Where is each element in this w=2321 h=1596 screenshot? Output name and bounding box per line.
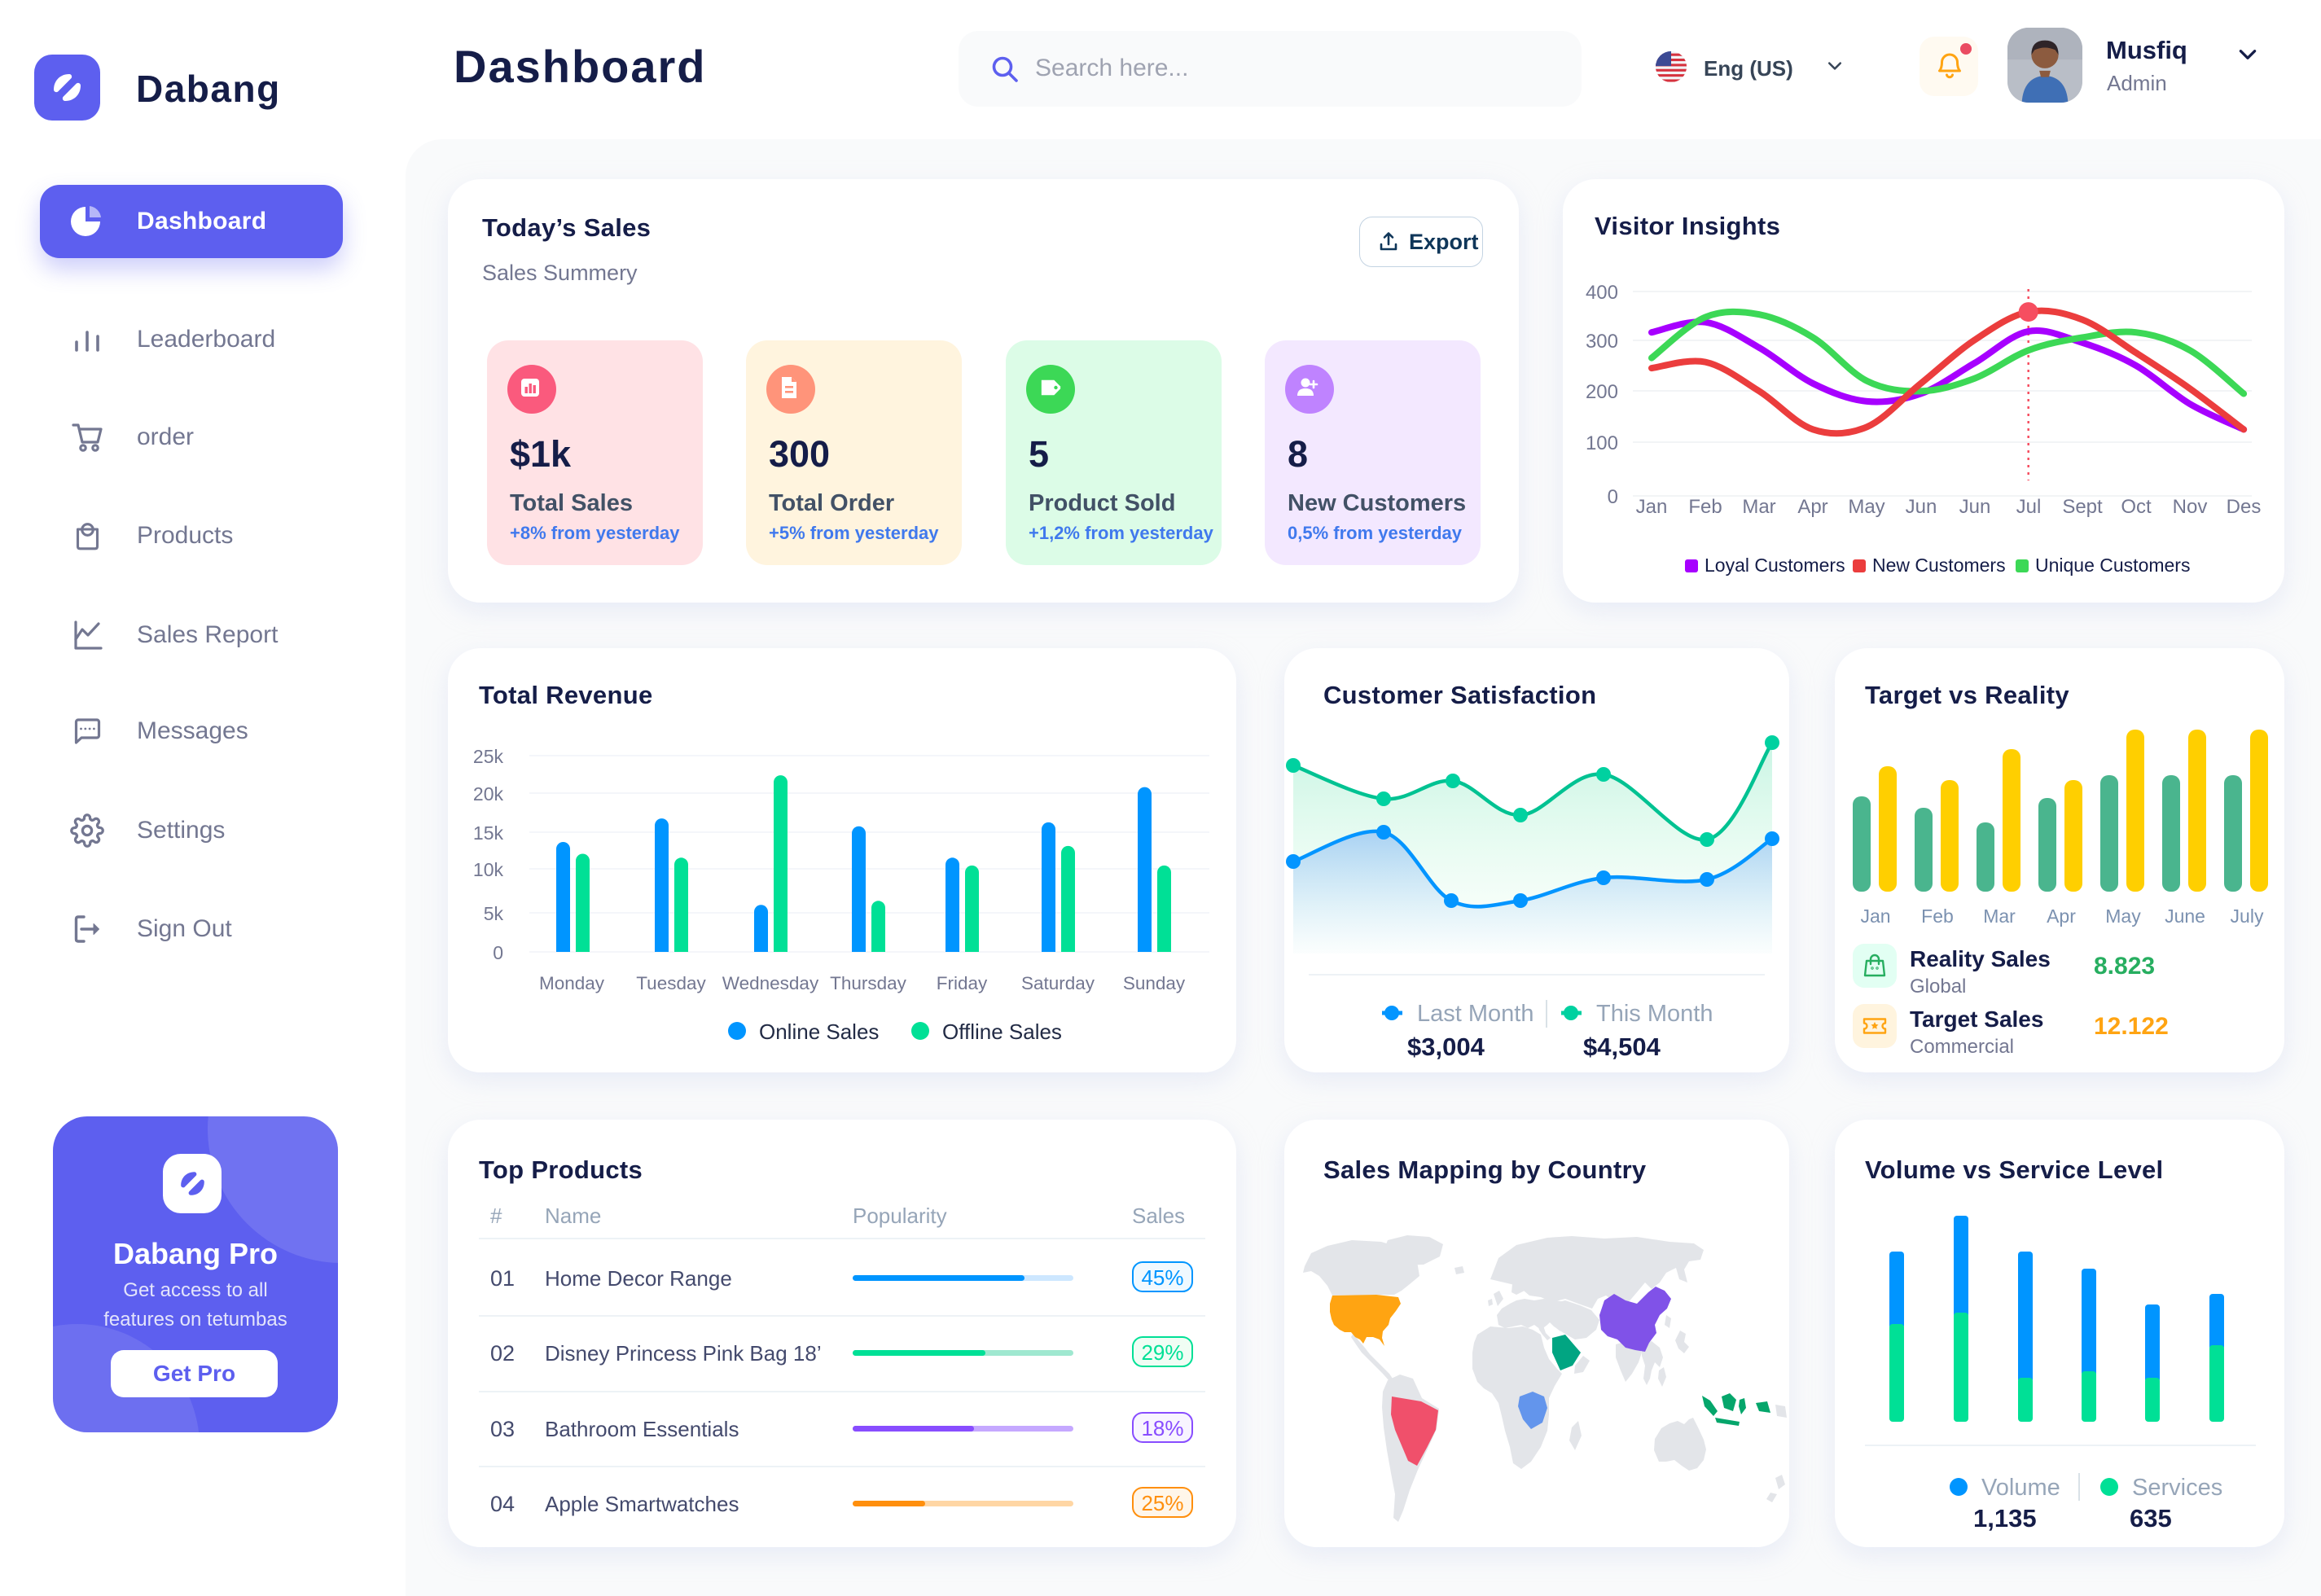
- svg-text:300: 300: [1586, 331, 1618, 353]
- svg-text:Sept: Sept: [2062, 496, 2103, 518]
- svg-text:Thursday: Thursday: [830, 973, 907, 993]
- svg-text:20k: 20k: [473, 783, 504, 805]
- svg-text:Nov: Nov: [2173, 496, 2208, 518]
- svg-text:Jan: Jan: [1636, 496, 1668, 518]
- svg-text:Monday: Monday: [539, 973, 605, 993]
- svg-text:10k: 10k: [473, 859, 504, 880]
- svg-text:Loyal Customers: Loyal Customers: [1705, 555, 1845, 576]
- svg-text:Oct: Oct: [2121, 496, 2152, 518]
- svg-text:$4,504: $4,504: [1583, 1033, 1661, 1061]
- svg-text:This Month: This Month: [1596, 1001, 1713, 1027]
- svg-text:1,135: 1,135: [1973, 1504, 2037, 1532]
- svg-text:Jul: Jul: [2016, 496, 2042, 518]
- svg-text:Jan: Jan: [1860, 905, 1890, 927]
- svg-text:0: 0: [1608, 486, 1618, 508]
- svg-text:100: 100: [1586, 432, 1618, 454]
- svg-text:Mar: Mar: [1742, 496, 1775, 518]
- svg-text:15k: 15k: [473, 822, 504, 844]
- svg-text:Tuesday: Tuesday: [636, 973, 706, 993]
- svg-text:Mar: Mar: [1983, 905, 2016, 927]
- svg-text:200: 200: [1586, 381, 1618, 403]
- svg-text:Jun: Jun: [1959, 496, 1991, 518]
- svg-text:0: 0: [493, 942, 503, 963]
- svg-text:Online Sales: Online Sales: [759, 1019, 879, 1044]
- svg-text:Feb: Feb: [1688, 496, 1722, 518]
- svg-text:May: May: [1848, 496, 1884, 518]
- svg-text:May: May: [2105, 905, 2141, 927]
- svg-text:Unique Customers: Unique Customers: [2035, 555, 2190, 576]
- svg-text:Last Month: Last Month: [1417, 1001, 1533, 1027]
- svg-text:Apr: Apr: [1797, 496, 1827, 518]
- svg-text:Friday: Friday: [937, 973, 988, 993]
- svg-text:Jun: Jun: [1906, 496, 1937, 518]
- svg-text:Apr: Apr: [2047, 905, 2076, 927]
- svg-text:Offline Sales: Offline Sales: [942, 1019, 1062, 1044]
- svg-text:635: 635: [2130, 1504, 2172, 1532]
- svg-text:Volume: Volume: [1981, 1475, 2060, 1501]
- svg-text:$3,004: $3,004: [1407, 1033, 1485, 1061]
- svg-text:25k: 25k: [473, 746, 504, 767]
- svg-text:June: June: [2165, 905, 2205, 927]
- svg-text:Wednesday: Wednesday: [722, 973, 819, 993]
- svg-text:5k: 5k: [484, 903, 504, 924]
- svg-text:July: July: [2231, 905, 2264, 927]
- svg-text:Sunday: Sunday: [1123, 973, 1186, 993]
- svg-text:Saturday: Saturday: [1021, 973, 1095, 993]
- svg-text:New Customers: New Customers: [1872, 555, 2006, 576]
- svg-text:Feb: Feb: [1921, 905, 1954, 927]
- svg-text:400: 400: [1586, 282, 1618, 304]
- svg-text:Des: Des: [2227, 496, 2262, 518]
- svg-text:Services: Services: [2132, 1475, 2222, 1501]
